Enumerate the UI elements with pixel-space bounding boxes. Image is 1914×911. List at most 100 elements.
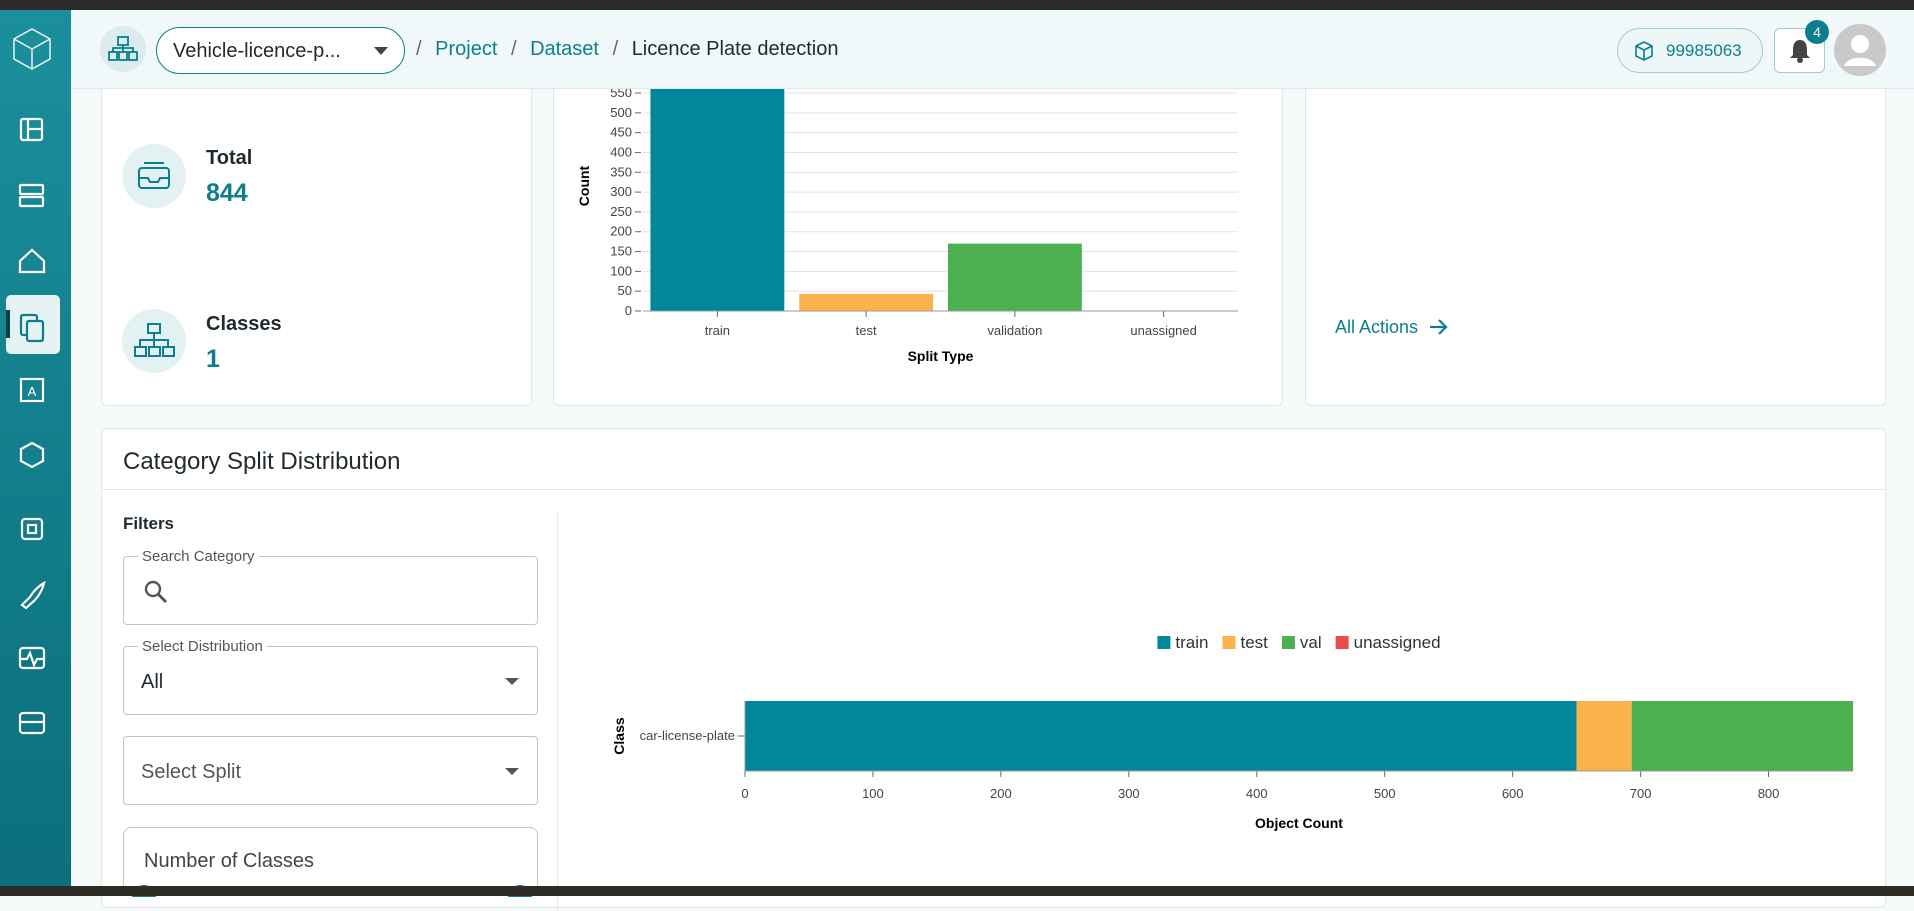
classes-icon: [122, 309, 186, 373]
project-icon: [100, 26, 146, 72]
stat-value: 1: [206, 345, 220, 373]
split-select[interactable]: Select Split: [123, 736, 538, 805]
logo: [13, 28, 51, 70]
credits-text: 99985063: [1666, 41, 1742, 60]
distribution-select[interactable]: Select Distribution All: [123, 638, 538, 715]
bar: [947, 243, 1082, 311]
bar-segment: [1631, 701, 1853, 771]
all-actions-text: All Actions: [1335, 317, 1419, 337]
x-tick-label: 400: [1246, 786, 1268, 801]
bar: [650, 60, 785, 311]
x-tick-label: 200: [990, 786, 1012, 801]
classes-slider-box[interactable]: Number of Classes: [123, 827, 538, 897]
arrow-icon: [1430, 319, 1448, 335]
x-tick-label: 0: [741, 786, 748, 801]
legend-label: test: [1240, 633, 1268, 652]
nav-icon[interactable]: [19, 441, 45, 469]
search-icon: [144, 580, 168, 604]
divider: [557, 511, 558, 911]
notification-badge: 4: [1805, 20, 1829, 44]
header: Vehicle-licence-p... / Project / Dataset…: [71, 10, 1914, 89]
y-tick-label: 150: [610, 244, 632, 259]
legend-swatch: [1281, 636, 1295, 649]
x-tick-label: 600: [1502, 786, 1524, 801]
dropdown-arrow: [505, 678, 519, 685]
legend-swatch: [1222, 636, 1236, 649]
breadcrumb-link[interactable]: Dataset: [530, 38, 599, 60]
y-tick-label: car-license-plate: [640, 728, 735, 743]
x-tick-label: train: [705, 323, 730, 338]
bar: [799, 293, 934, 311]
all-actions-link[interactable]: All Actions: [1335, 317, 1449, 338]
legend-swatch: [1335, 636, 1349, 649]
dropdown-arrow: [505, 768, 519, 775]
dropdown-arrow: [374, 47, 388, 55]
legend: train test val unassigned: [1157, 633, 1441, 652]
field-label: Search Category: [138, 548, 259, 565]
stat-value: 844: [206, 179, 248, 207]
filters-title: Filters: [123, 514, 175, 533]
nav-icon[interactable]: [20, 581, 46, 610]
breadcrumb-sep: /: [510, 38, 517, 60]
y-tick-label: 250: [610, 204, 632, 219]
y-tick-label: 200: [610, 224, 632, 239]
y-tick-label: 0: [625, 303, 632, 318]
svg-text:A: A: [28, 384, 37, 399]
divider: [102, 489, 1887, 490]
legend-label: val: [1300, 633, 1322, 652]
slider-label: Number of Classes: [144, 850, 315, 872]
legend-label: unassigned: [1354, 633, 1441, 652]
y-tick-label: 350: [610, 164, 632, 179]
x-tick-label: 300: [1118, 786, 1140, 801]
y-tick-label: 300: [610, 184, 632, 199]
y-tick-label: 100: [610, 263, 632, 278]
search-field[interactable]: Search Category: [123, 548, 538, 625]
breadcrumb: / Project / Dataset / Licence Plate dete…: [416, 38, 847, 61]
taskbar: [0, 886, 1914, 896]
y-tick-label: 500: [610, 105, 632, 120]
x-tick-label: test: [856, 323, 877, 338]
nav-icon[interactable]: [18, 248, 46, 274]
y-tick-label: 400: [610, 144, 632, 159]
nav-icon[interactable]: [18, 183, 45, 196]
y-tick-label: 50: [618, 283, 632, 298]
select-value: All: [141, 671, 164, 693]
x-tick-label: 800: [1758, 786, 1780, 801]
project-select-text: Vehicle-licence-p...: [173, 40, 341, 62]
bell-icon: [1790, 40, 1810, 63]
sidebar: A: [0, 10, 71, 886]
x-tick-label: 500: [1374, 786, 1396, 801]
breadcrumb-sep: /: [416, 38, 422, 60]
bar-segment: [745, 701, 1577, 771]
nav-icon[interactable]: [20, 517, 44, 541]
y-axis-label: Class: [611, 717, 627, 755]
x-tick-label: unassigned: [1130, 323, 1197, 338]
notifications[interactable]: 4: [1774, 20, 1829, 73]
total-icon: [122, 144, 186, 208]
breadcrumb-sep: /: [612, 38, 619, 60]
legend-swatch: [1157, 636, 1171, 649]
y-tick-label: 450: [610, 125, 632, 140]
nav-icon[interactable]: [19, 377, 45, 403]
stat-label: Total: [206, 147, 253, 169]
legend-label: train: [1175, 633, 1208, 652]
sidebar-icons: A: [6, 28, 60, 735]
section-title: Category Split Distribution: [123, 448, 401, 475]
field-label: Select Distribution: [138, 638, 267, 655]
stats-card: Total 844 Classes 1: [101, 60, 532, 406]
breadcrumb-link[interactable]: Project: [435, 38, 498, 60]
actions-card: All Actions: [1305, 60, 1886, 406]
project-select[interactable]: Vehicle-licence-p...: [156, 27, 405, 74]
window-bar: [0, 0, 1914, 10]
x-axis-label: Split Type: [908, 348, 974, 364]
credits[interactable]: 99985063: [1617, 28, 1763, 73]
breadcrumb-current: Licence Plate detection: [631, 38, 839, 60]
avatar[interactable]: [1834, 24, 1886, 76]
select-placeholder: Select Split: [141, 761, 242, 783]
stat-label: Classes: [206, 313, 282, 335]
x-tick-label: 700: [1630, 786, 1652, 801]
bar-segment: [1576, 701, 1632, 771]
y-axis-label: Count: [576, 165, 592, 206]
